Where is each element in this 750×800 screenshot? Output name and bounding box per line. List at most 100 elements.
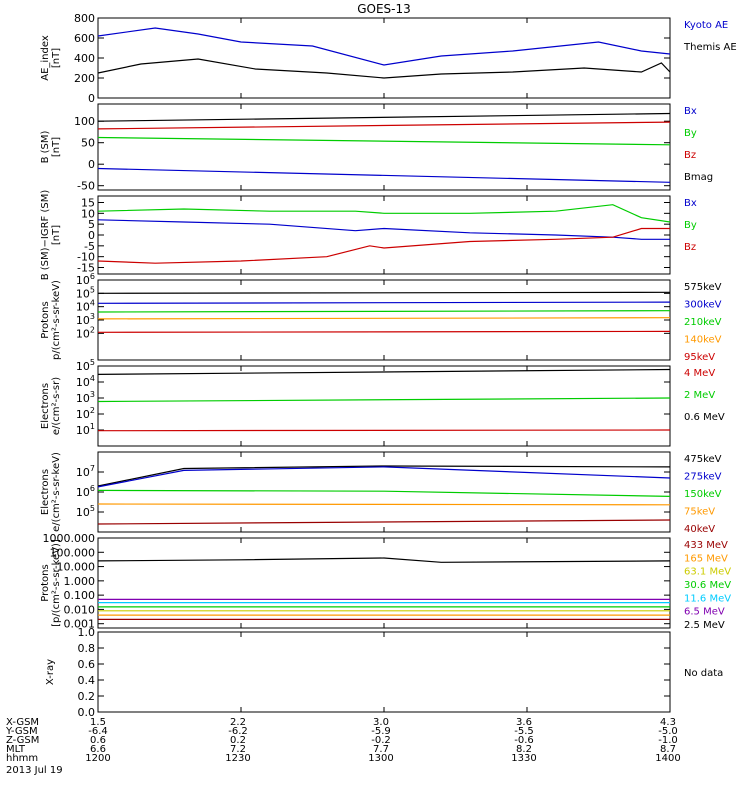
legend-label: By xyxy=(684,220,697,231)
series-line-bx xyxy=(97,219,670,240)
x-axis-value: -5.9 xyxy=(371,726,391,737)
y-tick-label: 100.000 xyxy=(50,546,96,559)
y-tick-label: 100 xyxy=(74,115,95,128)
x-axis-value: 2.2 xyxy=(230,717,246,728)
x-axis-value: 8.2 xyxy=(516,744,532,755)
y-tick-label: 105 xyxy=(76,504,95,519)
y-tick-label: 0 xyxy=(88,92,95,105)
panel-frame-ae xyxy=(97,17,671,99)
x-axis-value: 0.6 xyxy=(90,735,106,746)
y-tick-label: 200 xyxy=(74,72,95,85)
x-axis-value: 1230 xyxy=(225,753,250,764)
y-tick-label: 0 xyxy=(88,158,95,171)
y-tick-label: 0.8 xyxy=(78,642,96,655)
legend-label: Bz xyxy=(684,242,696,253)
y-axis-label: B (SM)−IGRF (SM) xyxy=(40,190,51,281)
series-line-by xyxy=(97,204,671,223)
y-tick-exponent: 6 xyxy=(90,272,95,281)
y-tick-label: 101 xyxy=(76,422,95,437)
y-axis-label: [nT] xyxy=(51,137,62,157)
legend-label: 2.5 MeV xyxy=(684,620,725,631)
y-tick-label: 0.010 xyxy=(64,603,96,616)
x-axis-value: 7.7 xyxy=(373,744,389,755)
y-tick-exponent: 3 xyxy=(90,312,95,321)
legend-label: Bmag xyxy=(684,172,713,183)
y-tick-label: 107 xyxy=(76,464,95,479)
series-line-140kev xyxy=(97,317,671,320)
y-axis-label: B (SM) xyxy=(40,130,51,163)
y-tick-label: 50 xyxy=(81,137,95,150)
series-line-150kev xyxy=(97,489,671,497)
y-tick-exponent: 4 xyxy=(90,374,95,383)
y-axis-label: e/(cm²-s-sr-keV) xyxy=(51,452,62,532)
y-tick-label: 1000.000 xyxy=(43,532,96,545)
y-tick-label: -15 xyxy=(77,262,95,275)
y-tick-exponent: 2 xyxy=(90,406,95,415)
legend-label: 275keV xyxy=(684,472,722,483)
y-tick-exponent: 5 xyxy=(90,504,95,513)
x-axis-value: 1.5 xyxy=(90,717,106,728)
y-axis-label: Electrons xyxy=(40,469,51,515)
y-tick-label: -50 xyxy=(77,180,95,193)
y-tick-label: 105 xyxy=(76,358,95,373)
y-axis-label: X-ray xyxy=(45,659,56,685)
x-axis-value: 4.3 xyxy=(660,717,676,728)
y-axis-label: Protons xyxy=(40,564,51,601)
x-axis-value: 8.7 xyxy=(660,744,676,755)
series-line-bmag xyxy=(97,112,671,122)
series-line-40kev xyxy=(97,519,671,525)
series-line-2.5-mev xyxy=(97,557,671,563)
y-axis-label: e/(cm²-s-sr) xyxy=(51,377,62,435)
y-axis-label: [nT] xyxy=(51,225,62,245)
x-axis-value: -1.0 xyxy=(658,735,678,746)
series-line-475kev xyxy=(97,465,671,487)
y-tick-label: 106 xyxy=(76,484,95,499)
legend-label: No data xyxy=(684,668,723,679)
legend-label: 150keV xyxy=(684,489,722,500)
y-tick-exponent: 5 xyxy=(90,285,95,294)
y-tick-exponent: 2 xyxy=(90,325,95,334)
legend-label: Themis AE xyxy=(683,42,737,53)
y-tick-label: 1.000 xyxy=(64,575,96,588)
x-axis-value: 1330 xyxy=(511,753,536,764)
y-tick-label: 0.001 xyxy=(64,618,96,631)
series-line-bx xyxy=(97,167,671,183)
series-line-75kev xyxy=(97,503,671,506)
y-tick-label: 102 xyxy=(76,406,95,421)
x-axis-value: 1200 xyxy=(85,753,110,764)
series-line-275kev xyxy=(97,466,671,488)
series-line-300kev xyxy=(97,301,671,304)
legend-label: 63.1 MeV xyxy=(684,567,731,578)
y-tick-label: 800 xyxy=(74,12,95,25)
x-axis-row-label: MLT xyxy=(6,744,26,755)
y-tick-label: 0.6 xyxy=(78,658,96,671)
legend-label: 210keV xyxy=(684,317,722,328)
y-tick-label: 5 xyxy=(88,218,95,231)
series-line-kyoto-ae xyxy=(97,27,671,66)
y-tick-exponent: 3 xyxy=(90,390,95,399)
y-axis-label: p/(cm²-s-sr-keV) xyxy=(51,280,62,360)
y-tick-label: -5 xyxy=(84,240,95,253)
x-axis-value: 1400 xyxy=(655,753,680,764)
x-axis-value: 1300 xyxy=(368,753,393,764)
x-axis-value: 0.2 xyxy=(230,735,246,746)
y-axis-label: Protons xyxy=(40,301,51,338)
legend-label: 2 MeV xyxy=(684,390,715,401)
y-tick-exponent: 5 xyxy=(90,358,95,367)
x-axis-value: 7.2 xyxy=(230,744,246,755)
y-axis-label: [p/(cm²-s-sr-keV)] xyxy=(51,539,62,627)
legend-label: By xyxy=(684,128,697,139)
x-axis-value: -5.5 xyxy=(514,726,534,737)
x-axis-value: -6.4 xyxy=(88,726,108,737)
y-tick-label: 0.0 xyxy=(78,706,96,719)
y-tick-label: 10.000 xyxy=(57,561,96,574)
legend-label: 165 MeV xyxy=(684,553,728,564)
x-axis-row-label: Z-GSM xyxy=(6,735,39,746)
y-tick-label: 0.4 xyxy=(78,674,96,687)
legend-label: 95keV xyxy=(684,352,715,363)
plot-title: GOES-13 xyxy=(357,2,411,16)
legend-label: 30.6 MeV xyxy=(684,580,731,591)
panel-frame-xray xyxy=(97,631,671,713)
legend-label: 40keV xyxy=(684,524,715,535)
